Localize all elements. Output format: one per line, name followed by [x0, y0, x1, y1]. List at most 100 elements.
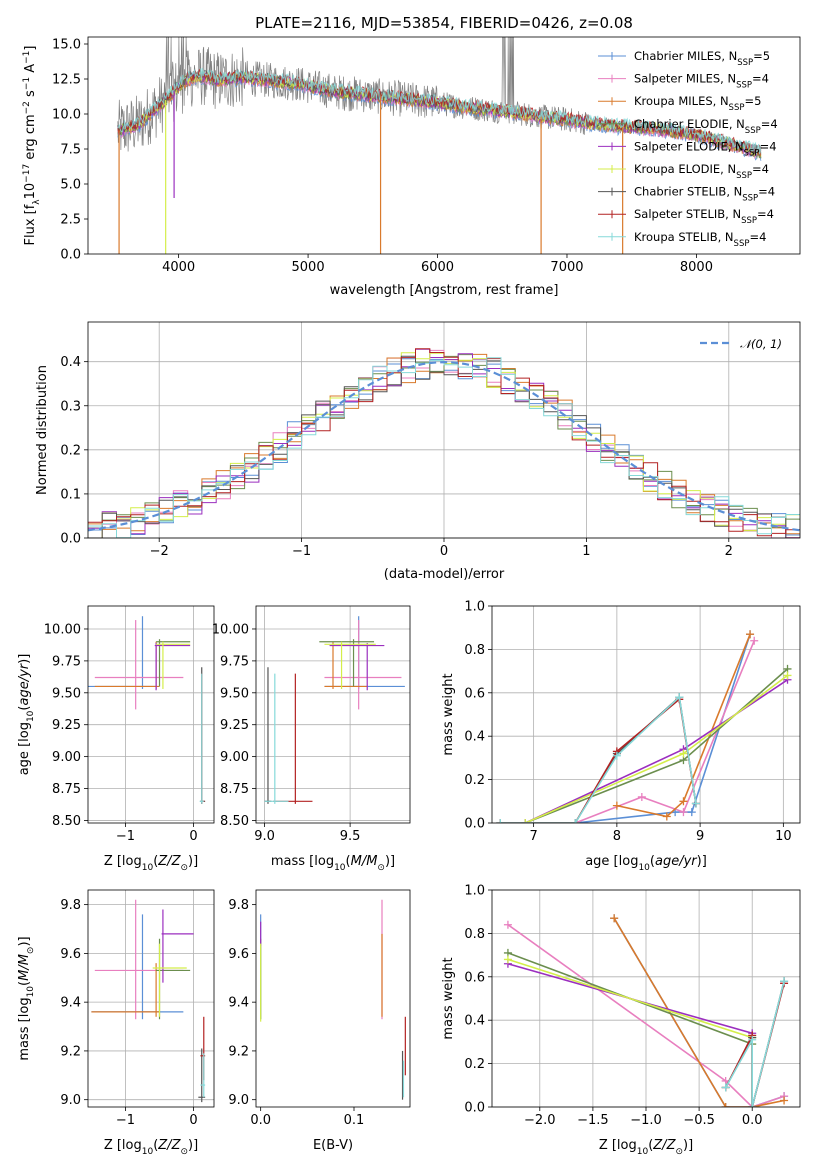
spectrum-xtick-label: 6000 — [421, 260, 454, 275]
weight-vs-age-series-line-6 — [500, 695, 697, 823]
mass-vs-Z-xlabel-part: ⊙ — [180, 1147, 188, 1157]
residuals-ytick-label: 0.4 — [60, 355, 81, 370]
age-vs-Z-ylabel-part: ( — [17, 706, 32, 711]
age-vs-Z-plot-area — [88, 616, 206, 804]
weight-vs-age-marker — [679, 797, 688, 806]
weight-vs-age-plot-area — [496, 630, 792, 823]
spectrum-xtick-label: 8000 — [680, 260, 713, 275]
weight-vs-age-marker — [783, 671, 792, 680]
legend-label-tail: =5 — [744, 94, 761, 108]
spectrum-ytick-label: 7.5 — [60, 143, 81, 158]
legend-label-tail: =4 — [752, 162, 769, 176]
weight-vs-age-xtick-label: 10 — [775, 829, 792, 844]
weight-vs-age-ytick-label: 0.2 — [464, 773, 485, 788]
residuals-frame — [87, 321, 801, 539]
weight-vs-age-ytick-label: 0.6 — [464, 686, 485, 701]
legend-label-base: Chabrier MILES, N — [634, 49, 737, 63]
age-vs-mass-frame — [255, 605, 411, 824]
residuals-plot-area — [88, 348, 800, 538]
weight-vs-Z-xtick-label: 0.0 — [742, 1113, 763, 1128]
age-vs-Z-ylabel-part: 10 — [26, 710, 36, 722]
legend-label-3: Chabrier ELODIE, NSSP=4 — [634, 117, 778, 136]
mass-vs-Z-ytick-label: 9.0 — [60, 1093, 81, 1108]
age-vs-Z-ytick-label: 8.50 — [52, 814, 81, 829]
spectrum-ylabel-part: −17 — [22, 164, 32, 183]
legend-label-sub: SSP — [745, 126, 761, 136]
spectrum-xtick-label: 5000 — [292, 260, 325, 275]
age-vs-Z-ytick-label: 10.00 — [44, 622, 81, 637]
mass-vs-Z-xtick-label: −1 — [116, 1113, 135, 1128]
weight-vs-Z-series-line-3 — [507, 952, 753, 1107]
legend-label-5: Kroupa ELODIE, NSSP=4 — [634, 162, 769, 181]
weight-vs-Z-ytick-label: 0.4 — [464, 1014, 485, 1029]
spectrum-xtick-label: 7000 — [550, 260, 583, 275]
age-vs-mass-ytick-label: 9.00 — [220, 750, 249, 765]
legend-label-base: Kroupa MILES, N — [634, 94, 729, 108]
weight-vs-age-series-line-8 — [500, 695, 697, 823]
spectrum-xtick-label: 4000 — [162, 260, 195, 275]
spectrum-ylabel-part: ] — [23, 46, 38, 51]
legend-label-sub: SSP — [741, 216, 757, 226]
weight-vs-Z-xlabel-part: Z [log — [599, 1138, 637, 1153]
age-vs-mass-ytick-label: 10.00 — [212, 622, 249, 637]
age-vs-mass-xtick-label: 9.5 — [340, 829, 361, 844]
histogram-step-6 — [88, 355, 800, 538]
legend-label-0: Chabrier MILES, NSSP=5 — [634, 49, 770, 68]
spectrum-ylabel-part: −2 — [22, 101, 32, 114]
mass-vs-ebv-plot-area — [260, 899, 406, 1100]
weight-vs-Z-marker — [721, 1103, 730, 1107]
weight-vs-age-xlabel-part: age [log — [585, 854, 638, 869]
weight-vs-age-xlabel-part: )] — [697, 854, 707, 869]
mass-vs-Z-ytick-label: 9.8 — [60, 898, 81, 913]
mass-vs-Z-xtick-label: 0 — [189, 1113, 197, 1128]
weight-vs-Z-xlabel-part: )] — [683, 1138, 693, 1153]
mass-vs-Z-ytick-label: 9.4 — [60, 996, 81, 1011]
age-vs-Z-xlabel: Z [log10(Z/Z⊙)] — [104, 854, 198, 873]
mass-vs-Z-xlabel-part: Z [log — [104, 1138, 142, 1153]
spectrum-frame — [87, 36, 801, 255]
legend-label-7: Salpeter STELIB, NSSP=4 — [634, 207, 774, 226]
legend-label-1: Salpeter MILES, NSSP=4 — [634, 72, 769, 91]
age-vs-mass-xlabel-part: 10 — [334, 863, 346, 873]
mass-vs-Z-ytick-label: 9.6 — [60, 947, 81, 962]
residuals-xtick-label: 1 — [582, 544, 590, 559]
mass-vs-Z-frame — [87, 889, 215, 1108]
age-vs-Z-frame — [87, 605, 215, 824]
legend-label-base: Kroupa STELIB, N — [634, 230, 734, 244]
weight-vs-Z-ytick-label: 0.2 — [464, 1057, 485, 1072]
age-vs-Z-xlabel-part: ( — [153, 854, 158, 869]
spectrum-ylabel-part: Flux [f — [23, 204, 38, 245]
weight-vs-age-ytick-label: 0.4 — [464, 730, 485, 745]
normal-curve — [88, 360, 800, 532]
weight-vs-age-marker — [571, 819, 580, 823]
weight-vs-age-marker — [679, 749, 688, 758]
age-vs-mass-xtick-label: 9.0 — [254, 829, 275, 844]
weight-vs-age-marker — [521, 819, 530, 823]
mass-vs-ebv-xtick-label: 0.1 — [344, 1113, 365, 1128]
mass-vs-ebv-ytick-label: 9.2 — [228, 1044, 249, 1059]
weight-vs-age-marker — [662, 812, 671, 821]
weight-vs-age-ytick-label: 0.8 — [464, 643, 485, 658]
legend-label-sub: SSP — [737, 58, 753, 68]
age-vs-mass-xlabel-part: M/M — [351, 854, 378, 869]
age-vs-Z-ytick-label: 9.50 — [52, 686, 81, 701]
mass-vs-Z-ylabel-part: 10 — [26, 986, 36, 998]
age-vs-Z-xlabel-part: ⊙ — [180, 863, 188, 873]
weight-vs-Z-marker — [503, 920, 512, 929]
mass-vs-ebv-ytick-label: 9.8 — [228, 898, 249, 913]
age-vs-mass-xlabel-part: ( — [346, 854, 351, 869]
legend-label-sub: SSP — [744, 148, 760, 158]
weight-vs-Z-xtick-label: −0.5 — [683, 1113, 715, 1128]
residuals-xtick-label: 2 — [725, 544, 733, 559]
weight-vs-Z-series-line-8 — [725, 980, 785, 1107]
weight-vs-Z-xlabel: Z [log10(Z/Z⊙)] — [599, 1138, 693, 1157]
spectrum-ylabel: Flux [fλ10−17 erg cm−2 s−1 A−1] — [22, 46, 42, 246]
age-vs-mass-ytick-label: 9.50 — [220, 686, 249, 701]
weight-vs-age-marker — [746, 630, 755, 639]
spectrum-ylabel-part: erg cm — [23, 114, 38, 163]
legend-label-sub: SSP — [729, 103, 745, 113]
weight-vs-Z-ytick-label: 0.8 — [464, 927, 485, 942]
weight-vs-Z-plot-area — [503, 914, 789, 1107]
legend-label-base: Salpeter MILES, N — [634, 72, 736, 86]
